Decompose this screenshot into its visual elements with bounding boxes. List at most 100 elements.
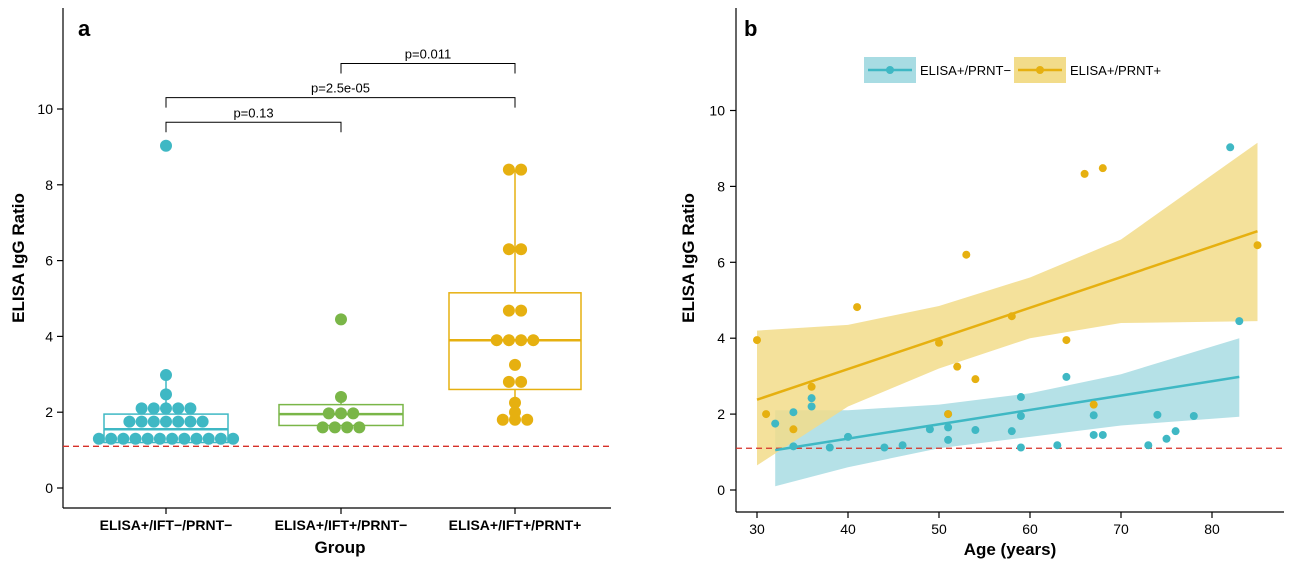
data-point [807,394,816,403]
data-point [880,443,889,452]
data-point [92,432,105,445]
data-point [944,410,953,419]
data-point [509,396,521,409]
data-point [509,358,521,371]
data-point [147,415,160,428]
data-point [1016,443,1025,452]
data-point [1226,143,1235,152]
panel-a-y-tick-label: 6 [45,253,53,269]
data-point [135,402,148,415]
panel-b-x-tick-label: 50 [931,521,947,537]
data-point [1153,410,1162,419]
data-point [844,432,852,441]
data-point [1080,169,1089,178]
data-point [515,304,528,317]
box-group: ELISA+/IFT+/PRNT+ [448,163,582,533]
panel-b-y-tick-label: 8 [717,178,725,194]
data-point [335,313,347,326]
data-point [807,382,816,391]
data-point [328,421,341,434]
fit-line [775,375,1240,452]
legend-swatch-point [886,66,894,74]
data-point [227,432,240,445]
data-point [1016,393,1025,402]
data-point [807,402,816,411]
data-point [898,441,907,450]
data-point [1171,427,1180,436]
panel-b-x-tick-label: 70 [1113,521,1129,537]
data-point [762,410,771,419]
legend-label: ELISA+/PRNT+ [1070,63,1161,78]
data-point [1144,441,1153,450]
data-point [509,413,521,426]
data-point [1007,312,1016,321]
data-point [316,421,329,434]
data-point [771,419,780,428]
data-point [962,250,971,259]
data-point [335,391,347,404]
data-point [971,375,980,384]
data-point [521,413,534,426]
data-point [214,432,227,445]
data-point [789,425,798,434]
data-point [129,432,142,445]
data-point [1235,317,1244,326]
data-point [160,369,172,382]
box-group: ELISA+/IFT−/PRNT− [92,139,240,533]
data-point [502,163,515,176]
data-point [1162,434,1171,443]
p-value-label: p=2.5e-05 [311,81,370,96]
data-point [335,407,347,420]
legend-swatch-point [1036,66,1044,74]
data-point [117,432,130,445]
panel-b: b 0 2 4 6 8 10 30 40 50 60 70 80 ELISA IgG Ratio Age (… [679,8,1284,559]
data-point [105,432,118,445]
comparison-bracket: p=0.011 [340,47,516,74]
panel-b-y-tick-label: 10 [709,103,725,119]
panel-b-y-tick-label: 0 [717,482,725,498]
data-point [123,415,136,428]
confidence-band [775,338,1240,487]
data-point [322,407,335,420]
data-point [515,334,528,347]
panel-b-x-axis-title: Age (years) [964,540,1057,559]
panel-a-x-axis-title: Group [315,538,366,557]
data-point [135,415,148,428]
panel-a-x-tick-label: ELISA+/IFT−/PRNT− [100,517,233,533]
data-point [172,415,185,428]
data-point [925,425,934,434]
data-point [1089,430,1098,439]
data-point [1062,372,1071,381]
data-point [935,338,943,347]
data-point [1098,430,1107,439]
data-point [141,432,154,445]
data-point [515,163,528,176]
data-point [1016,411,1025,420]
data-point [490,334,503,347]
data-point [853,303,862,312]
panel-b-y-tick-label: 6 [717,254,725,270]
panel-a-y-tick-label: 2 [45,404,53,420]
data-point [971,426,980,435]
data-point [172,402,185,415]
data-point [944,435,953,444]
legend-item: ELISA+/PRNT− [864,57,1011,83]
fit-line [756,229,1258,401]
data-point [160,139,172,152]
panel-b-x-tick-label: 40 [840,521,856,537]
data-point [1089,400,1098,409]
comparison-bracket: p=0.13 [165,105,342,133]
data-point [166,432,179,445]
data-point [190,432,203,445]
data-point [502,334,515,347]
data-point [1089,411,1098,420]
scatter-series [771,143,1244,452]
data-point [789,408,798,417]
data-point [1253,241,1262,250]
box-group: ELISA+/IFT+/PRNT− [275,313,408,533]
data-point [1053,441,1062,450]
data-point [515,375,528,388]
legend: ELISA+/PRNT− ELISA+/PRNT+ [864,57,1161,83]
data-point [1098,164,1107,173]
panel-a-x-tick-label: ELISA+/IFT+/PRNT− [275,517,408,533]
